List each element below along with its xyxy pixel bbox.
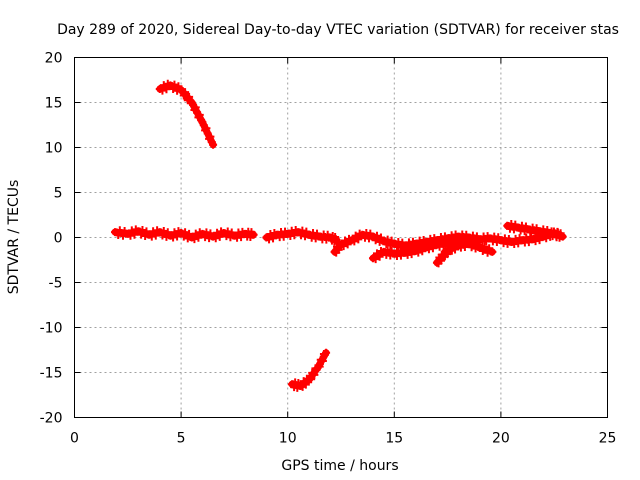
data-point-marker xyxy=(375,252,384,261)
data-point-marker xyxy=(318,356,327,365)
data-point-marker xyxy=(206,132,215,141)
data-point-marker xyxy=(191,103,200,112)
data-points xyxy=(111,79,567,392)
data-point-marker xyxy=(202,124,211,133)
data-point-marker xyxy=(181,88,190,97)
y-tick-label: -10 xyxy=(40,321,63,337)
series-band-6 xyxy=(503,219,565,242)
x-tick-label: 5 xyxy=(177,431,186,447)
x-axis-label: GPS time / hours xyxy=(281,458,398,474)
data-point xyxy=(556,231,565,240)
data-point-marker xyxy=(306,374,315,383)
x-tick-label: 10 xyxy=(279,431,297,447)
y-tick-label: 10 xyxy=(45,141,63,157)
data-point xyxy=(488,247,497,256)
y-tick-label: -20 xyxy=(40,411,63,427)
data-point xyxy=(209,140,218,149)
series-band-1 xyxy=(111,225,258,244)
y-tick-label: 5 xyxy=(54,186,63,202)
x-tick-label: 25 xyxy=(599,431,617,447)
data-point-marker xyxy=(185,92,194,101)
y-tick-label: 20 xyxy=(45,51,63,67)
data-point-marker xyxy=(307,375,316,384)
series-arc-low xyxy=(287,348,331,392)
series-band-2 xyxy=(262,226,341,246)
y-tick-label: 0 xyxy=(54,231,63,247)
x-tick-label: 15 xyxy=(385,431,403,447)
y-tick-label: -15 xyxy=(40,366,63,382)
grid-lines xyxy=(74,57,608,418)
series-arc-high xyxy=(155,79,218,149)
x-tick-label: 20 xyxy=(492,431,510,447)
data-point-marker xyxy=(301,380,310,389)
data-point-marker xyxy=(310,370,319,379)
data-point-marker xyxy=(315,362,324,371)
axis-ticks: 0 5 10 15 20 25 -20 -15 -10 -5 0 5 10 15 20 xyxy=(40,51,617,447)
y-axis-label: SDTVAR / TECUs xyxy=(6,180,22,295)
series-band-4 xyxy=(368,235,463,264)
data-point xyxy=(249,230,258,239)
series-band-5 xyxy=(432,237,497,268)
data-point-marker xyxy=(309,369,318,378)
y-tick-label: 15 xyxy=(45,96,63,112)
y-tick-label: -5 xyxy=(49,276,63,292)
chart-title: Day 289 of 2020, Sidereal Day-to-day VTE… xyxy=(57,22,619,38)
data-point-marker xyxy=(195,110,204,119)
data-point xyxy=(322,348,331,357)
x-tick-label: 0 xyxy=(70,431,79,447)
